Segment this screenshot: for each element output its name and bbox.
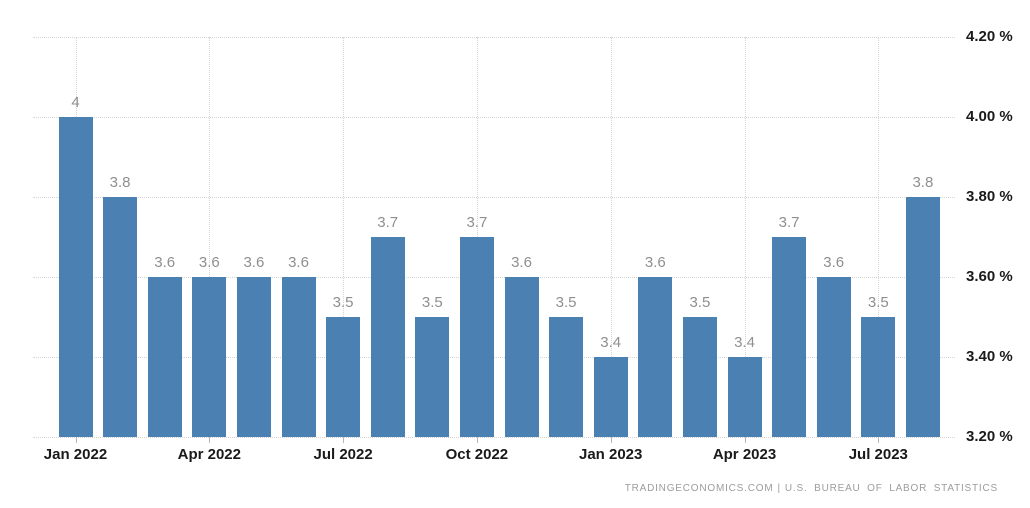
horizontal-gridline bbox=[33, 357, 955, 358]
x-axis-tick-label: Apr 2023 bbox=[712, 446, 777, 463]
x-axis-tick-label: Jul 2022 bbox=[313, 446, 373, 463]
bar[interactable] bbox=[370, 237, 405, 437]
bar-value-label: 3.6 bbox=[644, 254, 666, 271]
bar[interactable] bbox=[727, 357, 762, 437]
x-axis-tick bbox=[744, 437, 746, 443]
bar-value-label: 3.6 bbox=[198, 254, 220, 271]
bar[interactable] bbox=[504, 277, 539, 437]
vertical-gridline bbox=[209, 37, 211, 437]
x-axis-tick-label: Jul 2023 bbox=[848, 446, 908, 463]
bar-value-label: 3.6 bbox=[154, 254, 176, 271]
bar-value-label: 3.5 bbox=[867, 294, 889, 311]
bar-value-label: 3.5 bbox=[332, 294, 354, 311]
vertical-gridline bbox=[343, 37, 345, 437]
vertical-gridline bbox=[610, 37, 612, 437]
plot-area: Jan 2022 Apr 2022 Jul 2022 Oct 2022 Jan 2023… bbox=[33, 37, 955, 463]
bar[interactable] bbox=[549, 317, 584, 437]
horizontal-gridline bbox=[33, 37, 955, 38]
bar-value-label: 3.5 bbox=[421, 294, 443, 311]
attribution: TRADINGECONOMICS.COM | U.S. BUREAU OF LABO… bbox=[623, 482, 1000, 495]
x-axis-tick bbox=[610, 437, 612, 443]
x-axis-tick bbox=[75, 437, 77, 443]
vertical-gridline bbox=[878, 37, 880, 437]
bar-value-label: 4 bbox=[71, 94, 80, 111]
x-axis-tick bbox=[476, 437, 478, 443]
horizontal-gridline bbox=[33, 437, 955, 438]
x-axis-tick bbox=[343, 437, 345, 443]
y-axis-tick-label: 3.60 % bbox=[966, 268, 1013, 285]
bar-value-label: 3.7 bbox=[466, 214, 488, 231]
x-axis-tick-label: Jan 2023 bbox=[578, 446, 643, 463]
bar-value-label: 3.4 bbox=[734, 334, 755, 351]
bar-value-label: 3.6 bbox=[288, 254, 309, 271]
bar[interactable] bbox=[415, 317, 450, 437]
bar[interactable] bbox=[638, 277, 673, 437]
bar-value-label: 3.6 bbox=[823, 254, 845, 271]
bar[interactable] bbox=[772, 237, 807, 437]
bar-value-label: 3.5 bbox=[555, 294, 577, 311]
x-axis-tick bbox=[209, 437, 211, 443]
bar-value-label: 3.8 bbox=[109, 174, 131, 191]
bar-value-label: 3.7 bbox=[778, 214, 800, 231]
bar-value-label: 3.7 bbox=[377, 214, 399, 231]
bar-value-label: 3.6 bbox=[511, 254, 532, 271]
bar-value-label: 3.6 bbox=[243, 254, 265, 271]
bar[interactable] bbox=[192, 277, 227, 437]
y-axis-tick-label: 4.20 % bbox=[966, 28, 1013, 45]
bar[interactable] bbox=[861, 317, 896, 437]
bar[interactable] bbox=[58, 117, 93, 437]
attribution-separator: | bbox=[777, 483, 781, 494]
bar[interactable] bbox=[682, 317, 717, 437]
horizontal-gridline bbox=[33, 277, 955, 278]
x-axis-tick bbox=[878, 437, 880, 443]
x-axis-tick-label: Apr 2022 bbox=[177, 446, 241, 463]
bar[interactable] bbox=[326, 317, 361, 437]
x-axis-tick-label: Oct 2022 bbox=[445, 446, 509, 463]
horizontal-gridline bbox=[33, 197, 955, 198]
vertical-gridline bbox=[744, 37, 746, 437]
bar-value-label: 3.4 bbox=[600, 334, 622, 351]
y-axis-tick-label: 4.00 % bbox=[966, 108, 1013, 125]
x-axis-tick-label: Jan 2022 bbox=[43, 446, 108, 463]
bar[interactable] bbox=[236, 277, 271, 437]
bar-value-label: 3.5 bbox=[689, 294, 711, 311]
y-axis-tick-label: 3.80 % bbox=[966, 188, 1013, 205]
bar[interactable] bbox=[281, 277, 316, 437]
attribution-site-link[interactable]: TRADINGECONOMICS.COM bbox=[624, 483, 774, 494]
bar[interactable] bbox=[103, 197, 138, 437]
bar[interactable] bbox=[147, 277, 182, 437]
horizontal-gridline bbox=[33, 117, 955, 118]
bar[interactable] bbox=[593, 357, 628, 437]
y-axis-tick-label: 3.40 % bbox=[966, 348, 1013, 365]
attribution-source: U.S. BUREAU OF LABOR STATISTICS bbox=[784, 483, 998, 494]
y-axis-tick-label: 3.20 % bbox=[966, 428, 1013, 445]
bar[interactable] bbox=[816, 277, 851, 437]
bar[interactable] bbox=[905, 197, 940, 437]
bar-value-label: 3.8 bbox=[912, 174, 934, 191]
bar[interactable] bbox=[459, 237, 494, 437]
